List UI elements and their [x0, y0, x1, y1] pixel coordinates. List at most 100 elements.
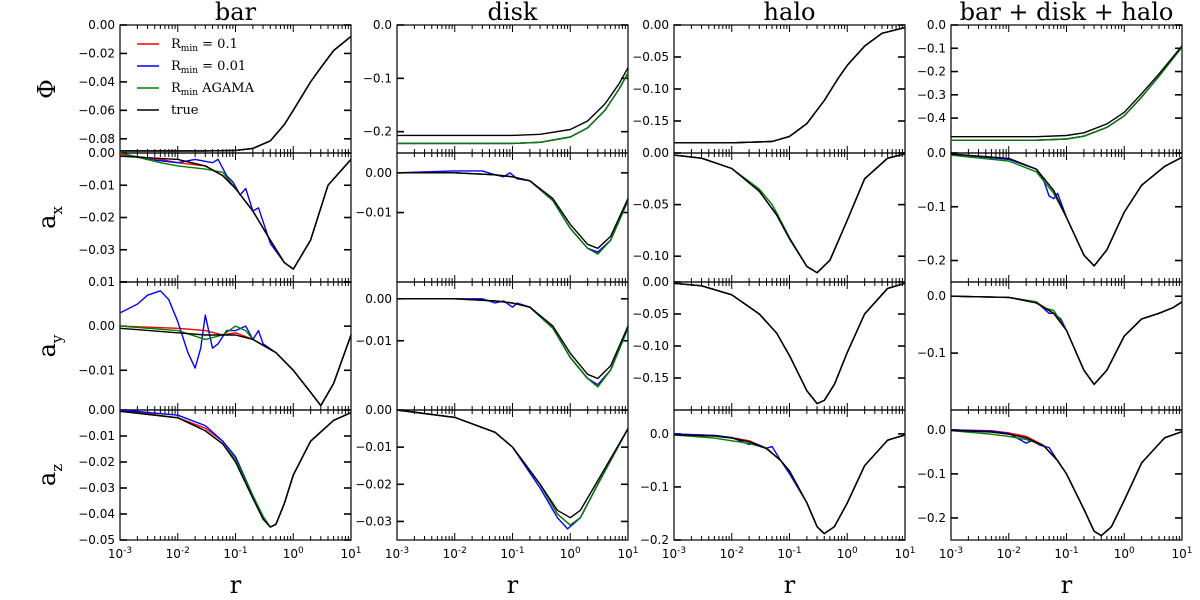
ytick-label-c0r0-4: −0.08 [78, 132, 115, 146]
series-line-c2r2-0 [673, 282, 906, 405]
panel-frame-c2r2 [673, 281, 906, 411]
series-line-c1r2-0 [397, 298, 629, 386]
ytick-label-c3r1-0: 0.0 [927, 146, 946, 160]
ytick-label-c1r0-1: −0.1 [363, 71, 392, 85]
series-line-c2r3-2 [673, 434, 906, 535]
ytick-label-c0r0-0: 0.00 [88, 18, 115, 32]
ytick-label-c0r3-3: −0.03 [78, 481, 115, 495]
series-line-c3r3-1 [950, 429, 1183, 537]
panel-frame-c1r0 [396, 24, 629, 154]
series-line-c2r0-0 [674, 26, 906, 144]
ytick-label-c3r0-2: −0.2 [917, 65, 946, 79]
ytick-label-c0r0-3: −0.06 [78, 103, 115, 117]
series-line-c2r0-1 [674, 26, 906, 144]
ytick-label-c2r2-2: −0.10 [632, 339, 669, 353]
legend-label-0: Rmin = 0.1 [171, 37, 238, 54]
series-line-c0r0-3 [120, 35, 352, 152]
row-label-1: ax [33, 206, 66, 229]
series-line-c0r2-3 [119, 327, 352, 407]
series-line-c1r1-2 [397, 172, 629, 255]
series-line-c2r0-3 [674, 26, 906, 144]
row-label-3: az [33, 464, 66, 486]
xlabel-c2: r [784, 571, 796, 599]
ytick-label-c1r0-0: 0.0 [373, 18, 392, 32]
xtick-label-c1-3: 100 [560, 546, 581, 561]
ytick-label-c1r2-0: 0.00 [365, 292, 392, 306]
series-line-c0r1-2 [119, 152, 352, 270]
ytick-label-c2r2-3: −0.15 [632, 371, 669, 385]
ytick-label-c2r3-0: 0.0 [650, 427, 669, 441]
ytick-label-c3r1-2: −0.2 [917, 254, 946, 268]
ytick-label-c3r2-0: 0.0 [927, 289, 946, 303]
ytick-label-c0r0-2: −0.04 [78, 75, 115, 89]
series-line-c1r3-3 [396, 409, 629, 519]
series-line-c3r3-2 [950, 430, 1183, 537]
ytick-label-c3r0-1: −0.1 [917, 41, 946, 55]
xtick-label-c0-0: 10-3 [108, 546, 132, 561]
ytick-label-c1r1-0: 0.00 [365, 166, 392, 180]
ytick-label-c0r1-2: −0.02 [78, 211, 115, 225]
ytick-label-c3r3-0: 0.0 [927, 423, 946, 437]
series-line-c2r2-2 [673, 282, 906, 405]
ytick-label-c0r3-5: −0.05 [78, 533, 115, 547]
series-line-c1r1-0 [397, 172, 629, 253]
xtick-label-c0-2: 10-1 [223, 546, 247, 561]
ytick-label-c0r3-0: 0.00 [88, 403, 115, 417]
series-line-c3r2-0 [950, 295, 1183, 386]
series-line-c3r3-0 [950, 429, 1183, 537]
ytick-label-c1r3-1: −0.01 [355, 440, 392, 454]
ytick-label-c0r2-2: −0.01 [78, 363, 115, 377]
series-line-c1r0-3 [397, 67, 629, 137]
ytick-label-c0r1-3: −0.03 [78, 243, 115, 257]
series-line-c2r1-2 [673, 153, 906, 274]
ytick-label-c1r3-0: 0.00 [365, 403, 392, 417]
xtick-label-c1-0: 10-3 [385, 546, 409, 561]
series-line-c3r2-3 [950, 295, 1183, 386]
ytick-label-c3r3-1: −0.1 [917, 467, 946, 481]
xtick-label-c0-1: 10-2 [166, 546, 190, 561]
panel-frame-c2r0 [673, 24, 906, 154]
series-line-c1r3-1 [396, 409, 629, 530]
series-line-c3r1-0 [950, 153, 1183, 267]
xlabel-c3: r [1061, 571, 1073, 599]
ytick-label-c1r3-2: −0.02 [355, 477, 392, 491]
series-line-c3r1-2 [950, 154, 1183, 267]
series-line-c3r2-2 [950, 295, 1183, 386]
column-title-0: bar [215, 0, 257, 26]
legend-label-2: Rmin AGAMA [171, 81, 255, 98]
series-line-c0r2-2 [119, 325, 352, 407]
ytick-label-c3r3-2: −0.2 [917, 511, 946, 525]
xtick-label-c1-1: 10-2 [443, 546, 467, 561]
xtick-label-c1-4: 101 [617, 546, 638, 561]
series-line-c3r1-1 [950, 153, 1183, 267]
ytick-label-c0r0-1: −0.02 [78, 46, 115, 60]
ytick-label-c3r1-1: −0.1 [917, 200, 946, 214]
series-line-c0r2-0 [119, 325, 352, 407]
xtick-label-c1-2: 10-1 [500, 546, 524, 561]
ytick-label-c1r2-1: −0.01 [355, 334, 392, 348]
series-line-c0r1-3 [119, 155, 352, 270]
ytick-label-c2r2-0: 0.00 [642, 275, 669, 289]
series-line-c1r0-1 [397, 72, 629, 145]
series-line-c1r2-1 [397, 298, 629, 386]
series-line-c3r0-1 [951, 46, 1183, 141]
series-line-c0r2-1 [119, 290, 352, 407]
series-line-c0r3-0 [119, 409, 352, 528]
ytick-label-c0r3-1: −0.01 [78, 429, 115, 443]
ytick-label-c1r0-2: −0.2 [363, 125, 392, 139]
xtick-label-c3-4: 101 [1171, 546, 1192, 561]
xtick-label-c0-3: 100 [283, 546, 304, 561]
series-line-c2r2-1 [673, 282, 906, 405]
xtick-label-c2-2: 10-1 [777, 546, 801, 561]
panel-frame-c1r3 [396, 409, 629, 541]
xtick-label-c2-0: 10-3 [662, 546, 686, 561]
panel-frame-c0r2 [119, 281, 352, 411]
series-line-c2r3-1 [673, 433, 906, 535]
ytick-label-c2r0-3: −0.15 [632, 114, 669, 128]
ytick-label-c0r2-0: 0.01 [88, 275, 115, 289]
ytick-label-c3r0-0: 0.0 [927, 18, 946, 32]
ytick-label-c3r0-4: −0.4 [917, 111, 946, 125]
series-line-c0r3-2 [119, 410, 352, 528]
series-line-c3r2-1 [950, 295, 1183, 386]
